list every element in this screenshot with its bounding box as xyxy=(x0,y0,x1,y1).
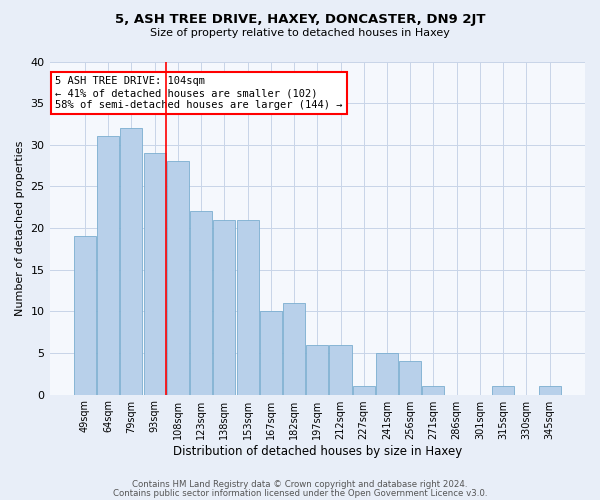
Bar xyxy=(329,344,352,395)
Bar xyxy=(306,344,328,395)
Text: Size of property relative to detached houses in Haxey: Size of property relative to detached ho… xyxy=(150,28,450,38)
Bar xyxy=(143,153,166,394)
Bar xyxy=(236,220,259,394)
Bar xyxy=(376,353,398,395)
Bar xyxy=(190,212,212,394)
Text: 5, ASH TREE DRIVE, HAXEY, DONCASTER, DN9 2JT: 5, ASH TREE DRIVE, HAXEY, DONCASTER, DN9… xyxy=(115,12,485,26)
Bar xyxy=(422,386,445,394)
Y-axis label: Number of detached properties: Number of detached properties xyxy=(15,140,25,316)
Text: Contains HM Land Registry data © Crown copyright and database right 2024.: Contains HM Land Registry data © Crown c… xyxy=(132,480,468,489)
Bar xyxy=(539,386,560,394)
Bar xyxy=(260,312,282,394)
Bar xyxy=(121,128,142,394)
Bar xyxy=(283,303,305,394)
Text: Contains public sector information licensed under the Open Government Licence v3: Contains public sector information licen… xyxy=(113,488,487,498)
Bar xyxy=(399,362,421,394)
Bar xyxy=(97,136,119,394)
Bar xyxy=(213,220,235,394)
Bar xyxy=(353,386,375,394)
Bar xyxy=(492,386,514,394)
Bar xyxy=(74,236,96,394)
Bar xyxy=(167,162,189,394)
Text: 5 ASH TREE DRIVE: 104sqm
← 41% of detached houses are smaller (102)
58% of semi-: 5 ASH TREE DRIVE: 104sqm ← 41% of detach… xyxy=(55,76,343,110)
X-axis label: Distribution of detached houses by size in Haxey: Distribution of detached houses by size … xyxy=(173,444,462,458)
